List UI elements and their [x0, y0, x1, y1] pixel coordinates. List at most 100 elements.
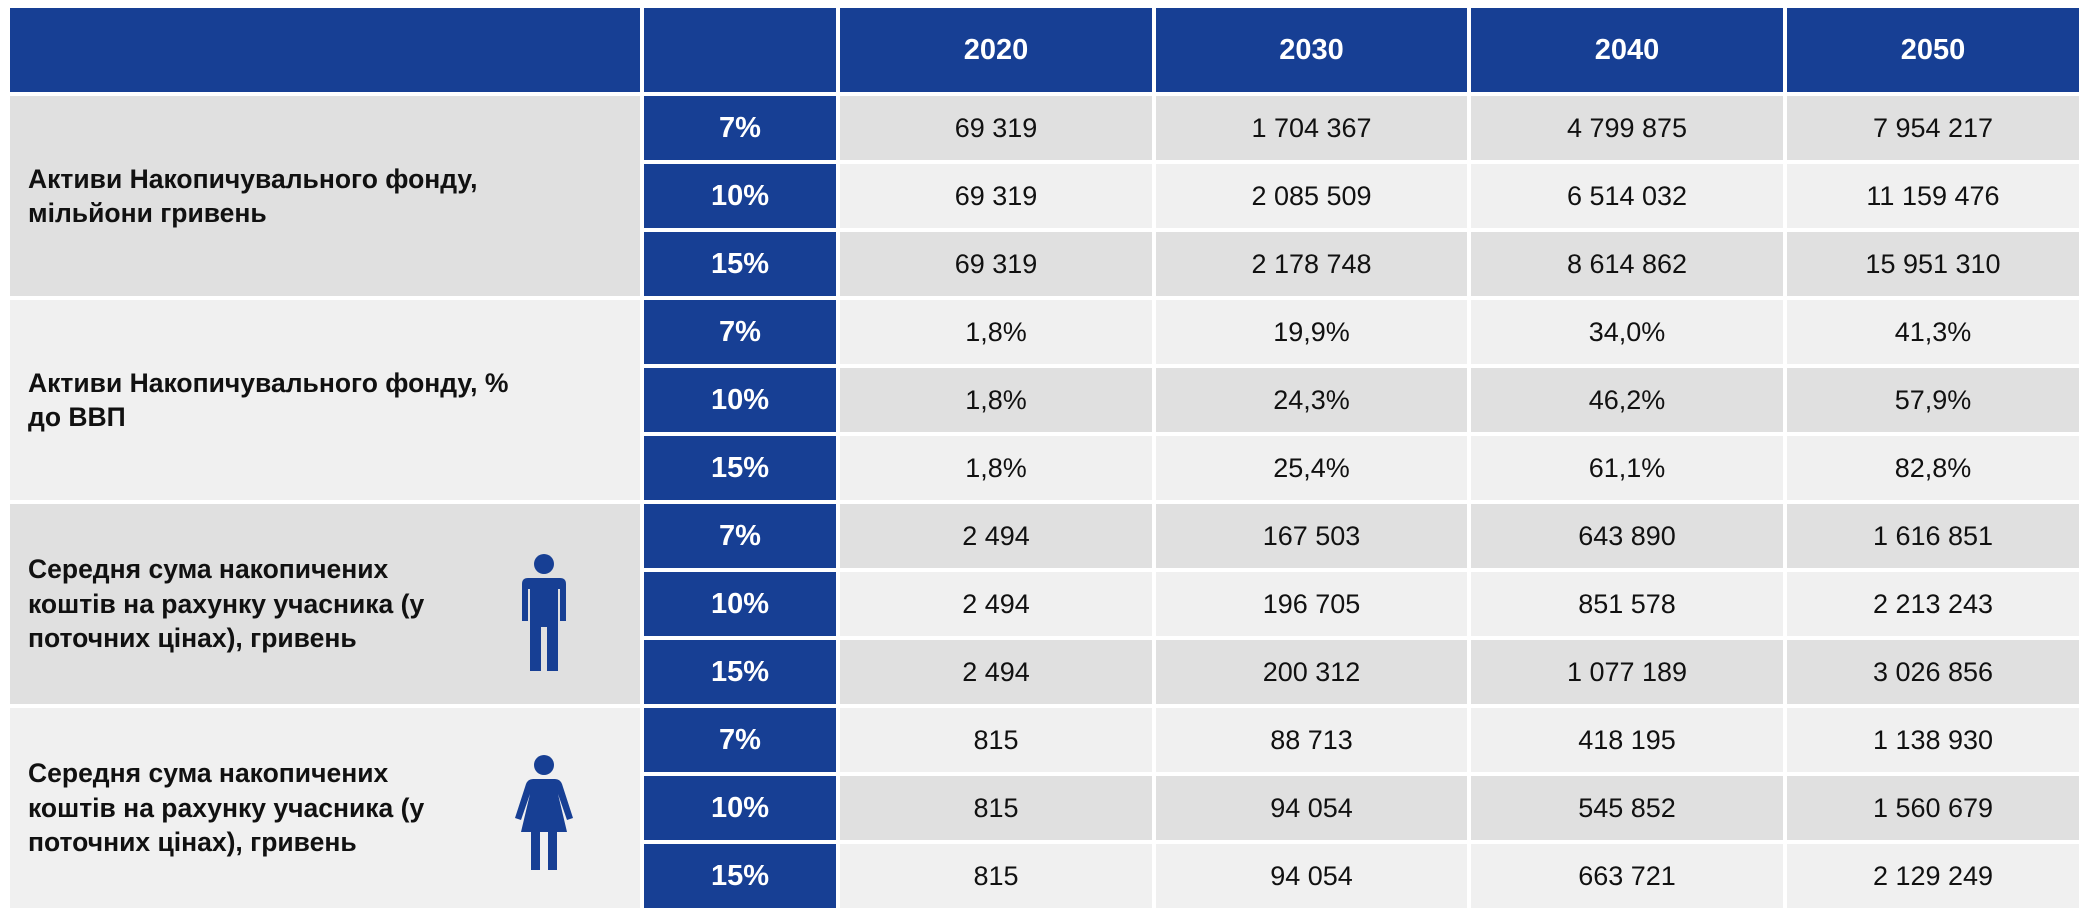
- value-cell: 418 195: [1471, 708, 1783, 772]
- value-cell: 815: [840, 708, 1152, 772]
- header-year-text: 2030: [1279, 33, 1344, 66]
- value-cell-text: 643 890: [1578, 520, 1676, 551]
- value-cell-text: 663 721: [1578, 860, 1676, 891]
- value-cell: 167 503: [1156, 504, 1467, 568]
- value-cell-text: 3 026 856: [1872, 656, 1994, 687]
- rate-cell: 7%: [644, 96, 836, 160]
- value-cell-text: 2 178 748: [1251, 248, 1372, 279]
- value-cell-text: 2 494: [962, 520, 1030, 551]
- group-label: Середня сума накопичених коштів на рахун…: [10, 708, 640, 908]
- rate-cell-text: 10%: [710, 587, 770, 620]
- value-cell-text: 196 705: [1262, 588, 1361, 619]
- value-cell-text: 851 578: [1578, 588, 1676, 619]
- value-cell-text: 25,4%: [1273, 452, 1350, 483]
- value-cell: 2 178 748: [1156, 232, 1467, 296]
- value-cell-text: 1 560 679: [1872, 792, 1994, 823]
- value-cell-text: 82,8%: [1894, 452, 1972, 483]
- value-cell-text: 1 077 189: [1566, 656, 1688, 687]
- value-cell: 34,0%: [1471, 300, 1783, 364]
- value-cell: 1 616 851: [1787, 504, 2079, 568]
- value-cell-text: 69 319: [954, 180, 1038, 211]
- value-cell: 8 614 862: [1471, 232, 1783, 296]
- value-cell: 25,4%: [1156, 436, 1467, 500]
- value-cell: 57,9%: [1787, 368, 2079, 432]
- value-cell: 19,9%: [1156, 300, 1467, 364]
- rate-cell-text: 15%: [710, 859, 770, 892]
- value-cell: 2 494: [840, 640, 1152, 704]
- rate-cell-text: 15%: [710, 247, 770, 280]
- rate-cell: 10%: [644, 368, 836, 432]
- value-cell: 200 312: [1156, 640, 1467, 704]
- value-cell: 94 054: [1156, 776, 1467, 840]
- value-cell-text: 1 616 851: [1872, 520, 1994, 551]
- value-cell-text: 1,8%: [965, 384, 1027, 415]
- value-cell-text: 545 852: [1578, 792, 1676, 823]
- header-year: 2020: [840, 8, 1152, 92]
- value-cell-text: 24,3%: [1273, 384, 1350, 415]
- rate-cell: 15%: [644, 844, 836, 908]
- value-cell: 15 951 310: [1787, 232, 2079, 296]
- header-year-text: 2050: [1900, 33, 1966, 66]
- group-label: Активи Накопичувального фонду, % до ВВП: [10, 300, 640, 500]
- value-cell: 643 890: [1471, 504, 1783, 568]
- header-cell: [10, 8, 640, 92]
- rate-cell-text: 10%: [710, 179, 770, 212]
- value-cell: 1 704 367: [1156, 96, 1467, 160]
- value-cell: 2 085 509: [1156, 164, 1467, 228]
- value-cell-text: 815: [973, 792, 1019, 823]
- value-cell: 2 129 249: [1787, 844, 2079, 908]
- header-year: 2050: [1787, 8, 2079, 92]
- value-cell-text: 41,3%: [1894, 316, 1972, 347]
- value-cell-text: 1,8%: [965, 316, 1027, 347]
- value-cell-text: 11 159 476: [1866, 180, 2000, 211]
- value-cell-text: 1,8%: [965, 452, 1027, 483]
- value-cell-text: 7 954 217: [1872, 112, 1994, 143]
- value-cell: 851 578: [1471, 572, 1783, 636]
- rate-cell-text: 7%: [719, 723, 761, 756]
- value-cell-text: 2 494: [962, 656, 1030, 687]
- value-cell-text: 46,2%: [1588, 384, 1666, 415]
- value-cell-text: 94 054: [1270, 792, 1353, 823]
- value-cell: 1,8%: [840, 368, 1152, 432]
- value-cell: 41,3%: [1787, 300, 2079, 364]
- value-cell: 1 560 679: [1787, 776, 2079, 840]
- value-cell-text: 2 129 249: [1872, 860, 1994, 891]
- female-icon: [515, 755, 573, 870]
- value-cell: 24,3%: [1156, 368, 1467, 432]
- value-cell-text: 4 799 875: [1566, 112, 1688, 143]
- header-year-text: 2020: [963, 33, 1029, 66]
- group-label-text: Середня сума накопичених коштів на рахун…: [28, 758, 425, 858]
- value-cell: 2 213 243: [1787, 572, 2079, 636]
- rate-cell: 10%: [644, 164, 836, 228]
- value-cell-text: 8 614 862: [1566, 248, 1688, 279]
- value-cell-text: 200 312: [1262, 656, 1361, 687]
- value-cell: 3 026 856: [1787, 640, 2079, 704]
- value-cell-text: 2 213 243: [1872, 588, 1994, 619]
- value-cell: 69 319: [840, 96, 1152, 160]
- value-cell-text: 2 085 509: [1251, 180, 1372, 211]
- rate-cell: 10%: [644, 572, 836, 636]
- rate-cell: 10%: [644, 776, 836, 840]
- group-label-text: Активи Накопичувального фонду, мільйони …: [28, 163, 478, 228]
- value-cell: 1,8%: [840, 436, 1152, 500]
- value-cell-text: 815: [973, 860, 1019, 891]
- group-label-text: Середня сума накопичених коштів на рахун…: [28, 554, 425, 654]
- value-cell-text: 88 713: [1270, 724, 1353, 755]
- value-cell-text: 94 054: [1270, 860, 1353, 891]
- value-cell: 46,2%: [1471, 368, 1783, 432]
- group-label-text: Активи Накопичувального фонду, % до ВВП: [28, 367, 509, 432]
- value-cell-text: 19,9%: [1273, 316, 1350, 347]
- value-cell: 88 713: [1156, 708, 1467, 772]
- value-cell: 2 494: [840, 572, 1152, 636]
- value-cell-text: 815: [973, 724, 1019, 755]
- value-cell-text: 69 319: [954, 248, 1038, 279]
- value-cell-text: 167 503: [1262, 520, 1361, 551]
- male-icon: [522, 554, 566, 671]
- value-cell: 7 954 217: [1787, 96, 2079, 160]
- rate-cell: 15%: [644, 640, 836, 704]
- value-cell: 815: [840, 844, 1152, 908]
- value-cell: 94 054: [1156, 844, 1467, 908]
- rate-cell-text: 15%: [710, 655, 770, 688]
- rate-cell: 7%: [644, 504, 836, 568]
